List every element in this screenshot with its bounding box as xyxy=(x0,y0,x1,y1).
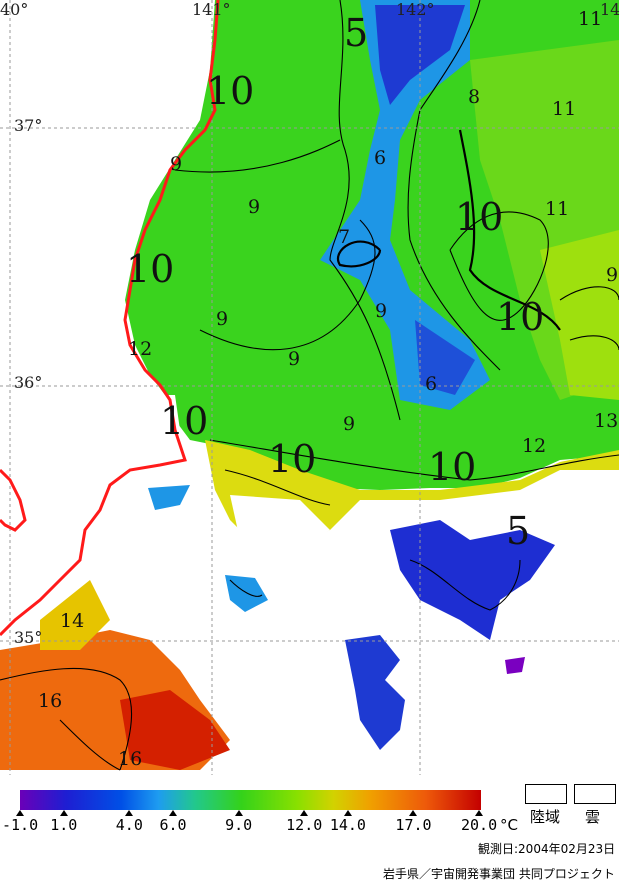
isotherm-label: 9 xyxy=(216,308,229,330)
isotherm-label: 16 xyxy=(118,748,143,770)
isotherm-label: 9 xyxy=(606,264,619,286)
colorbar-tick xyxy=(59,810,68,816)
cold-patch-south xyxy=(345,635,405,750)
colorbar-tick xyxy=(343,810,352,816)
isotherm-label: 12 xyxy=(522,435,547,457)
colorbar-tick-label: 20.0 xyxy=(461,816,498,834)
isotherm-label: 9 xyxy=(248,196,261,218)
isotherm-label: 14 xyxy=(60,610,85,632)
lon-label-141: 141° xyxy=(192,0,231,19)
isotherm-label: 10 xyxy=(206,69,255,113)
unit-label: °C xyxy=(500,816,518,834)
isotherm-label: 10 xyxy=(126,247,175,291)
isotherm-label: 11 xyxy=(578,8,603,30)
lon-label-142: 142° xyxy=(396,0,435,19)
red-warm-core xyxy=(120,690,230,770)
graticule xyxy=(0,0,619,775)
colorbar-tick-label: 1.0 xyxy=(50,816,78,834)
colorbar-tick-label: 17.0 xyxy=(395,816,432,834)
lat-label-35: 35° xyxy=(14,628,43,647)
temperature-colorbar xyxy=(20,790,481,810)
land-label: 陸域 xyxy=(530,808,561,826)
isotherm-label: 9 xyxy=(375,300,388,322)
observation-date: 観測日:2004年02月23日 xyxy=(478,842,616,856)
lat-label-36: 36° xyxy=(14,373,43,392)
isotherm-label: 9 xyxy=(288,348,301,370)
cold-patch-small xyxy=(225,575,268,612)
purple-speck xyxy=(505,657,525,674)
colorbar-tick-label: -1.0 xyxy=(2,816,39,834)
lon-label-140: 40° xyxy=(0,0,29,19)
land-swatch xyxy=(525,784,567,804)
colorbar-tick xyxy=(16,810,24,816)
coastline-inlet xyxy=(0,468,27,532)
isotherm-label: 5 xyxy=(344,11,369,55)
isotherm-label: 5 xyxy=(506,509,531,553)
colorbar-tick-label: 6.0 xyxy=(159,816,187,834)
cold-patch-east xyxy=(390,520,555,640)
colorbar-tick xyxy=(234,810,243,816)
sea-surface-temperature-map xyxy=(0,0,619,775)
isotherm-label: 9 xyxy=(343,413,356,435)
yellow-near-shore xyxy=(40,580,110,650)
colorbar-tick-label: 4.0 xyxy=(115,816,143,834)
cloud-swatch xyxy=(574,784,616,804)
lon-label-143: 14 xyxy=(600,0,619,19)
isotherm-label: 8 xyxy=(468,86,481,108)
colorbar-tick xyxy=(300,810,309,816)
colorbar-tick xyxy=(169,810,177,816)
isotherm-label: 6 xyxy=(425,373,438,395)
isotherm-label: 7 xyxy=(338,226,351,248)
lat-label-37: 37° xyxy=(14,116,43,135)
cloud-label: 雲 xyxy=(585,808,601,826)
credit-text: 岩手県／宇宙開発事業団 共同プロジェクト xyxy=(383,867,615,881)
cold-patch-west xyxy=(148,485,190,510)
isotherm-label: 10 xyxy=(160,399,209,443)
colorbar-tick xyxy=(475,810,483,816)
isotherm-label: 11 xyxy=(545,198,570,220)
isotherm-label: 11 xyxy=(552,98,577,120)
yellow-green-region xyxy=(540,230,619,400)
colorbar-tick-label: 12.0 xyxy=(286,816,323,834)
colorbar-tick xyxy=(125,810,134,816)
cloud-gap-1 xyxy=(230,495,330,555)
isotherm-label: 13 xyxy=(594,410,619,432)
isotherm-label: 10 xyxy=(455,195,504,239)
isotherm-label: 10 xyxy=(496,295,545,339)
colorbar-tick-label: 14.0 xyxy=(329,816,366,834)
isotherm-label: 16 xyxy=(38,690,63,712)
colorbar-tick-label: 9.0 xyxy=(225,816,253,834)
isotherm-label: 9 xyxy=(170,153,183,175)
coastline xyxy=(0,0,220,637)
isotherm-label: 10 xyxy=(428,445,477,489)
bold-isotherm-lines xyxy=(337,129,561,331)
isotherm-label: 12 xyxy=(128,338,153,360)
isotherm-label: 6 xyxy=(374,147,387,169)
cold-core-south xyxy=(415,320,475,395)
colorbar-tick xyxy=(409,810,418,816)
isotherm-label: 10 xyxy=(268,437,317,481)
